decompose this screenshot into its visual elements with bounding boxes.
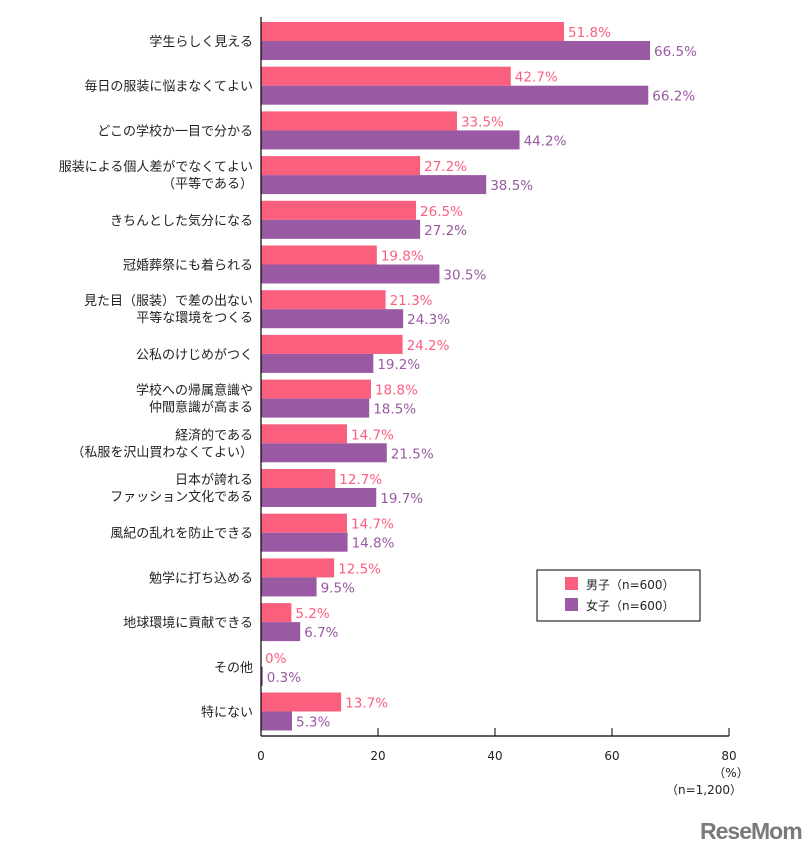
data-label: 0%: [265, 651, 287, 667]
category-label: （平等である）: [162, 176, 253, 192]
data-label: 21.5%: [391, 446, 434, 462]
bar-male: [261, 245, 377, 265]
bar-male: [261, 513, 347, 533]
category-label: 服装による個人差がでなくてよい: [59, 160, 253, 175]
data-label: 30.5%: [443, 268, 486, 284]
data-label: 5.2%: [295, 606, 329, 622]
category-label: 見た目（服装）で差の出ない: [84, 294, 253, 309]
data-label: 14.7%: [351, 517, 394, 533]
x-tick-label: 60: [604, 749, 619, 763]
bar-male: [261, 692, 342, 712]
category-label: 平等な環境をつくる: [136, 310, 253, 326]
bar-male: [261, 379, 371, 399]
category-label: 日本が誇れる: [175, 472, 253, 488]
bar-female: [261, 175, 487, 195]
bar-female: [261, 532, 348, 552]
bar-male: [261, 334, 403, 354]
data-label: 12.7%: [339, 472, 382, 488]
category-label: 公私のけじめがつく: [136, 348, 253, 363]
category-label: 仲間意識が高まる: [149, 400, 253, 416]
data-label: 18.8%: [375, 383, 418, 399]
bar-female: [261, 219, 421, 239]
data-label: 0.3%: [267, 670, 301, 686]
bar-female: [261, 711, 293, 731]
x-tick-label: 20: [370, 749, 385, 763]
data-label: 38.5%: [490, 178, 533, 194]
data-label: 14.7%: [351, 427, 394, 443]
data-label: 51.8%: [568, 25, 611, 41]
bar-male: [261, 156, 421, 176]
data-label: 5.3%: [296, 715, 330, 731]
sample-size-note: （n=1,200）: [666, 783, 742, 797]
bar-female: [261, 353, 374, 373]
bar-male: [261, 469, 336, 488]
bar-female: [261, 41, 651, 60]
data-label: 19.7%: [380, 491, 423, 507]
data-label: 6.7%: [304, 625, 338, 641]
data-label: 19.8%: [381, 249, 424, 265]
data-label: 27.2%: [424, 223, 467, 239]
category-label: 学校への帰属意識や: [136, 383, 253, 399]
category-label: きちんとした気分になる: [110, 213, 253, 229]
data-label: 42.7%: [515, 70, 558, 86]
category-label: 経済的である: [175, 427, 253, 443]
bar-female: [261, 666, 263, 686]
category-label: 特にない: [201, 706, 253, 721]
data-label: 12.5%: [338, 561, 381, 577]
x-tick-label: 40: [487, 749, 502, 763]
bar-female: [261, 443, 387, 463]
bar-male: [261, 66, 511, 86]
legend-label: 男子（n=600）: [586, 578, 675, 592]
bar-male: [261, 424, 347, 444]
category-label: 毎日の服装に悩まなくてよい: [84, 79, 253, 95]
data-label: 26.5%: [420, 204, 463, 220]
data-label: 66.2%: [652, 89, 695, 105]
data-label: 27.2%: [424, 159, 467, 175]
x-tick-label: 0: [257, 749, 265, 763]
data-label: 33.5%: [461, 114, 504, 130]
category-label: 風紀の乱れを防止できる: [110, 526, 253, 542]
unit-label: （%）: [713, 766, 748, 780]
bar-male: [261, 290, 386, 310]
legend-label: 女子（n=600）: [586, 598, 675, 613]
legend-swatch: [565, 598, 578, 611]
bar-female: [261, 85, 649, 105]
data-label: 24.3%: [407, 312, 450, 328]
category-label: その他: [214, 661, 253, 676]
bar-female: [261, 622, 301, 642]
bar-male: [261, 111, 457, 131]
bar-female: [261, 577, 317, 597]
bar-female: [261, 130, 520, 150]
data-label: 21.3%: [390, 293, 433, 309]
bar-male: [261, 22, 565, 41]
bar-male: [261, 603, 292, 623]
data-label: 13.7%: [345, 696, 388, 712]
x-tick-label: 80: [721, 749, 736, 763]
data-label: 14.8%: [352, 536, 395, 552]
category-label: 冠婚葬祭にも着られる: [123, 258, 253, 274]
data-label: 24.2%: [407, 338, 450, 354]
data-label: 66.5%: [654, 44, 697, 60]
legend-swatch: [565, 577, 578, 590]
legend-box: [536, 569, 701, 622]
bar-male: [261, 200, 417, 220]
data-label: 9.5%: [321, 580, 355, 596]
category-label: 地球環境に貢献できる: [123, 616, 253, 631]
bar-female: [261, 264, 440, 284]
category-label: （私服を沢山買わなくてよい）: [71, 445, 253, 460]
bar-male: [261, 558, 335, 578]
category-label: 学生らしく見える: [149, 34, 253, 50]
category-label: ファッション文化である: [110, 490, 253, 505]
category-label: どこの学校か一目で分かる: [97, 123, 253, 139]
category-label: 勉学に打ち込める: [149, 570, 253, 586]
data-label: 44.2%: [524, 133, 567, 149]
bar-female: [261, 488, 377, 507]
resemom-logo: ReseMom: [700, 818, 803, 844]
bar-female: [261, 309, 404, 329]
bar-female: [261, 398, 370, 418]
data-label: 19.2%: [377, 357, 420, 373]
data-label: 18.5%: [373, 402, 416, 418]
